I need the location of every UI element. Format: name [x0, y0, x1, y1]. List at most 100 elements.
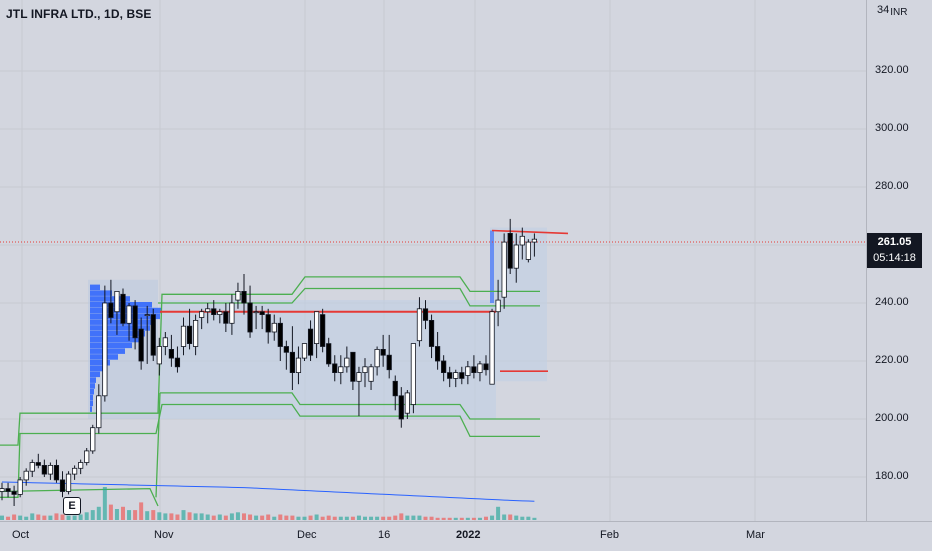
candle-body	[11, 491, 17, 495]
plot-area[interactable]: JTL INFRA LTD., 1D, BSE E	[0, 0, 866, 521]
candle-body	[271, 322, 277, 333]
volume-bar	[72, 515, 77, 520]
candle-body	[186, 325, 193, 345]
volume-bar	[514, 515, 519, 520]
candle-body	[531, 238, 538, 243]
volume-profile-bar	[90, 331, 145, 337]
volume-bar	[0, 515, 4, 520]
volume-profile-bar	[90, 389, 94, 395]
volume-bar	[36, 514, 41, 520]
volume-bar	[121, 506, 125, 520]
price-chart[interactable]	[0, 0, 866, 521]
candle-body	[356, 372, 362, 382]
volume-bar	[435, 517, 440, 520]
volume-bar	[484, 516, 488, 520]
volume-bar	[181, 510, 186, 520]
time-axis[interactable]: Oct Nov Dec 16 2022 Feb Mar	[0, 521, 932, 551]
volume-profile-bar	[90, 360, 110, 366]
volume-bar	[229, 513, 234, 520]
volume-bar	[496, 506, 501, 520]
y-tick-label: 320.00	[875, 64, 909, 76]
volume-bar	[429, 516, 434, 520]
candle-body	[72, 467, 78, 475]
volume-profile-bar	[90, 296, 130, 302]
candle-body	[453, 372, 459, 379]
volume-bar	[453, 517, 458, 520]
candle-body	[362, 366, 368, 373]
channel-line	[160, 392, 540, 420]
candle-body	[313, 311, 320, 345]
candle-body	[211, 308, 217, 315]
y-tick-label: 220.00	[875, 354, 909, 366]
volume-bar	[326, 515, 331, 520]
candle-body	[259, 311, 265, 316]
volume-profile-bar	[90, 400, 93, 407]
volume-bar	[477, 517, 482, 520]
volume-bar	[223, 515, 228, 520]
candle-body	[277, 322, 283, 347]
candle-body	[120, 293, 126, 324]
volume-bar	[254, 515, 259, 520]
volume-bar	[284, 515, 289, 520]
candle-body	[416, 308, 423, 342]
volume-bar	[90, 510, 95, 520]
candle-body	[307, 328, 314, 356]
candle-body	[53, 464, 60, 481]
volume-bar	[508, 514, 513, 520]
candle-body	[180, 325, 187, 347]
candle-body	[513, 244, 519, 269]
candle-body	[386, 354, 392, 371]
candle-body	[65, 473, 72, 492]
candle-body	[114, 290, 120, 313]
axis-top-label: 34INR	[877, 4, 908, 18]
volume-bar	[42, 515, 47, 520]
candle-body	[477, 363, 483, 373]
candle-body	[162, 337, 168, 347]
candle-body	[156, 346, 162, 365]
candle-body	[483, 363, 489, 371]
volume-bar	[417, 515, 422, 520]
volume-bar	[338, 516, 343, 520]
channel-line-base	[0, 487, 159, 507]
candle-body	[35, 462, 41, 466]
volume-bar	[133, 510, 138, 520]
volume-profile-bar	[90, 325, 150, 331]
candle-body	[108, 302, 114, 318]
channel-line	[0, 403, 540, 498]
last-price-label: 261.05 05:14:18	[867, 233, 922, 268]
x-tick-label: 16	[378, 529, 391, 541]
volume-bar	[411, 515, 416, 520]
candle-body	[392, 380, 398, 397]
volume-bar	[423, 516, 428, 520]
candle-body	[5, 488, 11, 492]
candle-body	[241, 290, 247, 304]
candle-body	[525, 241, 531, 260]
bar-countdown: 05:14:18	[873, 252, 916, 264]
x-tick-label: Feb	[600, 529, 619, 541]
volume-profile-bar	[90, 290, 112, 296]
candle-body	[192, 319, 199, 347]
volume-bar	[447, 517, 452, 520]
candle-body	[138, 328, 144, 362]
earnings-badge[interactable]: E	[63, 497, 81, 515]
candle-body	[422, 308, 429, 321]
volume-bar	[387, 516, 392, 520]
candle-body	[447, 372, 453, 379]
volume-bar	[175, 514, 180, 520]
volume-profile-bar	[90, 371, 100, 378]
volume-bar	[272, 516, 277, 520]
volume-profile-bar-2	[490, 230, 494, 303]
volume-bar	[205, 514, 210, 520]
volume-bar	[356, 515, 361, 520]
candle-body	[459, 372, 465, 379]
volume-bar	[30, 513, 35, 520]
candle-body	[320, 314, 326, 347]
candle-body	[47, 464, 54, 475]
candle-body	[102, 302, 108, 397]
volume-profile-bar	[90, 336, 140, 343]
candle-body	[0, 488, 5, 492]
candle-body	[229, 302, 235, 324]
volume-bar	[520, 516, 525, 520]
candle-body	[398, 395, 404, 420]
x-tick-label: 2022	[456, 529, 481, 541]
